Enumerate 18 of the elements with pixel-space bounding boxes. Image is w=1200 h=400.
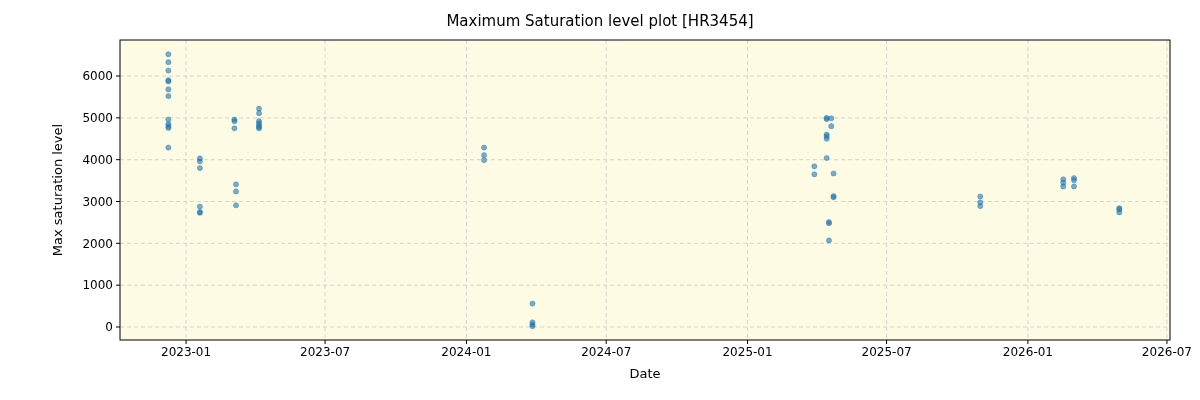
y-tick-label: 4000 xyxy=(82,152,113,167)
x-axis-title: Date xyxy=(629,366,661,381)
x-tick-label: 2026-07 xyxy=(1141,345,1192,359)
y-tick-label: 2000 xyxy=(82,236,113,251)
y-tick-label: 5000 xyxy=(82,111,113,126)
x-tick-label: 2025-07 xyxy=(861,345,912,359)
x-tick-label: 2023-07 xyxy=(300,345,351,359)
x-tick-label: 2024-01 xyxy=(441,345,492,359)
x-tick-label: 2025-01 xyxy=(722,345,773,359)
y-tick-label: 0 xyxy=(105,320,113,335)
y-tick-label: 3000 xyxy=(82,194,113,209)
x-tick-label: 2023-01 xyxy=(160,345,212,359)
y-tick-label: 6000 xyxy=(82,69,113,84)
y-tick-label: 1000 xyxy=(82,278,113,293)
x-tick-label: 2024-07 xyxy=(581,345,632,359)
chart-title: Maximum Saturation level plot [HR3454] xyxy=(446,12,754,30)
x-tick-label: 2026-01 xyxy=(1002,345,1053,359)
y-axis-title: Max saturation level xyxy=(50,123,65,257)
